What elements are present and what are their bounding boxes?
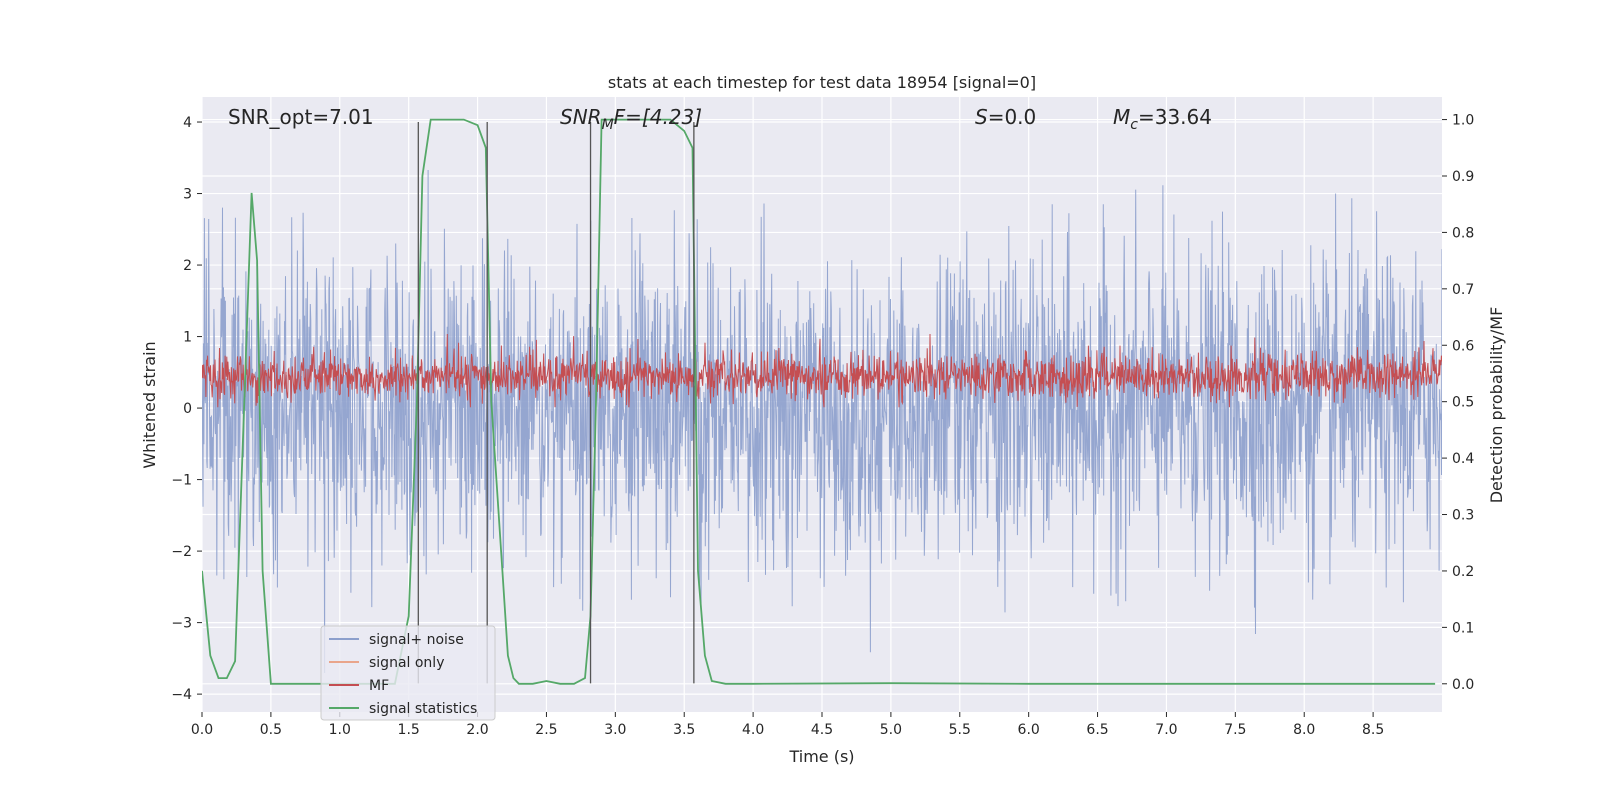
annotation-mc-main: M — [1113, 105, 1130, 129]
y-left-tick-label-1: 3 — [183, 187, 192, 203]
y-right-tick-label-8: 0.2 — [1452, 564, 1474, 580]
annotation-snr-mf-rest: F=[4.23] — [614, 105, 702, 129]
y-right-tick-label-10: 0.0 — [1452, 677, 1474, 693]
x-tick-label-0: 0.0 — [191, 722, 213, 738]
y-right-tick-label-9: 0.1 — [1452, 620, 1474, 636]
x-tick-label-1: 0.5 — [260, 722, 282, 738]
x-tick-label-5: 2.5 — [535, 722, 557, 738]
x-tick-label-11: 5.5 — [949, 722, 971, 738]
x-tick-label-16: 8.0 — [1293, 722, 1315, 738]
legend-label-signal-noise: signal+ noise — [369, 632, 464, 648]
legend-label-mf: MF — [369, 678, 389, 694]
y-right-tick-label-7: 0.3 — [1452, 508, 1474, 524]
series-signal-noise — [202, 169, 1442, 674]
y-left-tick-label-3: 1 — [183, 330, 192, 346]
annotation-snr-mf-sub: M — [602, 117, 614, 133]
legend-label-signal-statistics: signal statistics — [369, 701, 477, 717]
legend: signal+ noise signal only MF signal stat… — [320, 625, 496, 721]
annotation-s: S=0.0 — [975, 105, 1036, 129]
y-left-tick-label-6: −2 — [171, 544, 192, 560]
x-tick-label-4: 2.0 — [466, 722, 488, 738]
x-tick-label-10: 5.0 — [880, 722, 902, 738]
y-left-tick-label-8: −4 — [171, 687, 192, 703]
y-right-axis-ticks: 1.0 0.9 0.8 0.7 0.6 0.5 0.4 0.3 0.2 0.1 0.0 — [1442, 113, 1474, 693]
x-tick-label-17: 8.5 — [1362, 722, 1384, 738]
y-left-tick-label-5: −1 — [171, 473, 192, 489]
y-right-tick-label-6: 0.4 — [1452, 451, 1474, 467]
y-right-tick-label-3: 0.7 — [1452, 282, 1474, 298]
x-tick-label-3: 1.5 — [398, 722, 420, 738]
series-signal-statistics — [202, 118, 1436, 685]
annotation-s-label: S — [975, 105, 988, 129]
x-tick-label-15: 7.5 — [1224, 722, 1246, 738]
annotation-snr-mf-main: SNR — [560, 105, 602, 129]
series-layer — [202, 118, 1442, 685]
x-tick-label-14: 7.0 — [1155, 722, 1177, 738]
y-right-axis-label: Detection probability/MF — [1487, 307, 1506, 504]
annotation-mc-sub: c — [1130, 117, 1138, 133]
x-tick-label-9: 4.5 — [811, 722, 833, 738]
x-axis-label: Time (s) — [788, 747, 854, 766]
series-mf — [202, 333, 1442, 408]
annotation-s-value: =0.0 — [988, 105, 1037, 129]
y-left-tick-label-2: 2 — [183, 258, 192, 274]
chart-title: stats at each timestep for test data 189… — [608, 73, 1036, 92]
y-left-tick-label-4: 0 — [183, 401, 192, 417]
y-right-tick-label-2: 0.8 — [1452, 225, 1474, 241]
y-left-axis-label: Whitened strain — [140, 341, 159, 468]
x-tick-label-2: 1.0 — [329, 722, 351, 738]
annotation-snr-mf: SNRMF=[4.23] — [560, 105, 702, 133]
x-tick-label-6: 3.0 — [604, 722, 626, 738]
y-left-axis-ticks: 4 3 2 1 0 −1 −2 −3 −4 — [171, 115, 202, 703]
y-right-tick-label-5: 0.5 — [1452, 395, 1474, 411]
vertical-markers — [417, 122, 695, 684]
x-tick-label-12: 6.0 — [1018, 722, 1040, 738]
y-left-tick-label-7: −3 — [171, 616, 192, 632]
annotation-snr-opt: SNR_opt=7.01 — [228, 105, 374, 129]
annotation-mc: Mc=33.64 — [1113, 105, 1212, 133]
y-right-tick-label-0: 1.0 — [1452, 113, 1474, 129]
legend-box — [320, 625, 496, 721]
y-left-tick-label-0: 4 — [183, 115, 192, 131]
x-axis-ticks: 0.0 0.5 1.0 1.5 2.0 2.5 3.0 3.5 4.0 4.5 5.0 5.5 6.0 6… — [191, 712, 1384, 738]
x-tick-label-7: 3.5 — [673, 722, 695, 738]
y-right-tick-label-4: 0.6 — [1452, 338, 1474, 354]
legend-label-signal-only: signal only — [369, 655, 444, 671]
y-right-tick-label-1: 0.9 — [1452, 169, 1474, 185]
annotation-mc-value: =33.64 — [1138, 105, 1212, 129]
x-tick-label-8: 4.0 — [742, 722, 764, 738]
x-tick-label-13: 6.5 — [1086, 722, 1108, 738]
